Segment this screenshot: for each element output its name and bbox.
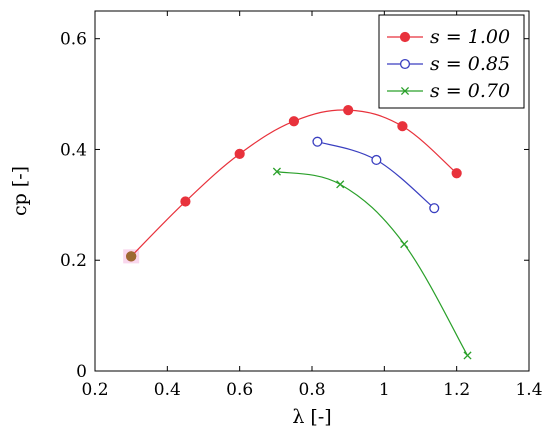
data-point (180, 196, 191, 207)
x-tick-label: 0.6 (226, 380, 253, 400)
x-tick-label: 1 (379, 380, 390, 400)
axis-ticks: 0.2 0.4 0.6 0.8 1 1.2 1.400.20.40.6 (60, 11, 543, 400)
y-tick-label: 0 (76, 362, 87, 382)
legend-label: s = 0.85 (430, 53, 510, 75)
cross-stroke (400, 240, 409, 249)
x-tick-label: 1.4 (515, 380, 542, 400)
legend-entry: s = 0.85 (387, 53, 510, 75)
data-point (451, 168, 462, 179)
data-point (371, 154, 382, 166)
x-tick-label: 0.4 (154, 380, 181, 400)
y-tick-label: 0.6 (60, 30, 87, 50)
data-point (400, 240, 409, 249)
series-layer (123, 105, 472, 360)
cross-stroke (272, 167, 281, 176)
data-point (312, 136, 323, 147)
y-axis-label: cp [-] (9, 166, 31, 216)
legend-marker (399, 58, 411, 70)
legend-entry: s = 0.70 (387, 80, 510, 102)
x-axis-label: λ [-] (292, 406, 331, 428)
y-tick-label: 0.2 (60, 251, 87, 271)
legend-label: s = 1.00 (430, 26, 510, 48)
cross-stroke (336, 180, 345, 189)
series-line (317, 141, 435, 209)
cross-stroke (400, 86, 410, 96)
series-2 (272, 167, 472, 360)
legend-marker (399, 31, 411, 43)
series-0 (126, 105, 462, 262)
series-line (130, 109, 458, 257)
legend: s = 1.00 s = 0.85 s = 0.70 (378, 14, 525, 109)
data-point (336, 180, 345, 189)
legend-label: s = 0.70 (430, 80, 510, 102)
data-point (343, 105, 354, 116)
data-point (429, 203, 440, 214)
data-point (397, 121, 408, 132)
x-tick-label: 0.8 (298, 380, 325, 400)
cross-stroke (463, 351, 472, 360)
annotated-point (126, 251, 137, 262)
legend-marker (400, 86, 410, 96)
x-tick-label: 1.2 (443, 380, 470, 400)
data-point (463, 351, 472, 360)
series-1 (312, 136, 440, 214)
data-point (234, 148, 245, 159)
legend-entry: s = 1.00 (387, 26, 510, 48)
series-line (276, 171, 469, 356)
data-point (272, 167, 281, 176)
x-tick-label: 0.2 (81, 380, 108, 400)
data-point (288, 116, 300, 127)
y-tick-label: 0.4 (60, 140, 87, 160)
